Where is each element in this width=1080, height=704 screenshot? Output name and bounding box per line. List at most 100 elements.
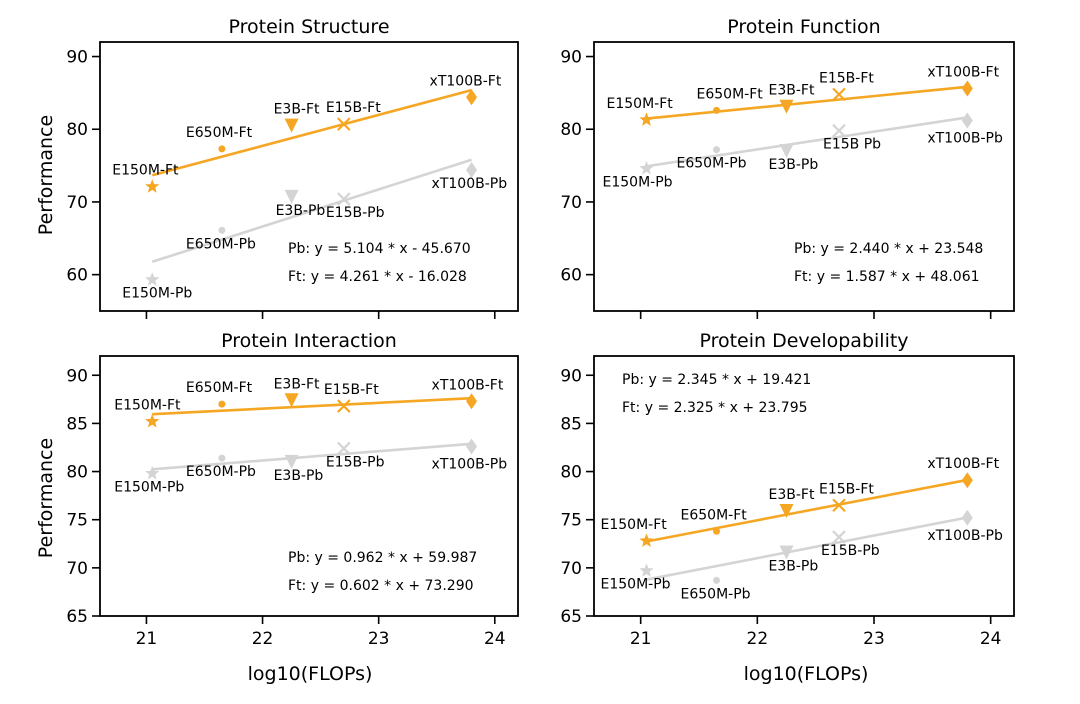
data-point-pb bbox=[713, 576, 720, 584]
chart-panel-4: Protein Developability 65 70 75 80 85 90 21 22 23… bbox=[560, 330, 1015, 649]
point-label: E150M-Ft bbox=[114, 397, 181, 413]
data-point-pb bbox=[218, 454, 226, 462]
fit-line-pb bbox=[152, 442, 472, 471]
panels: Protein Structure 60 70 80 90 E150M-Ft E650M-F… bbox=[66, 16, 1015, 649]
point-label: E15B-Pb bbox=[821, 543, 880, 559]
chart-title: Protein Developability bbox=[699, 330, 908, 352]
x-tick-label: 24 bbox=[980, 629, 1002, 649]
fit-equation-ft: Ft: y = 2.325 * x + 23.795 bbox=[622, 400, 808, 416]
point-label: E3B-Ft bbox=[274, 102, 320, 118]
point-label: E15B-Pb bbox=[326, 205, 385, 221]
data-point-pb bbox=[145, 272, 160, 286]
data-point-pb bbox=[466, 161, 478, 178]
data-point-ft bbox=[961, 472, 973, 489]
plot-frame bbox=[593, 41, 1015, 312]
point-label: xT100B-Pb bbox=[927, 131, 1003, 147]
y-tick-label: 90 bbox=[66, 366, 88, 386]
data-point-ft bbox=[832, 87, 846, 102]
data-point-ft bbox=[713, 106, 720, 114]
fit-equation-pb: Pb: y = 2.440 * x + 23.548 bbox=[794, 241, 983, 257]
data-point-pb bbox=[639, 161, 654, 175]
data-point-pb bbox=[779, 144, 794, 159]
fit-equation-ft: Ft: y = 4.261 * x - 16.028 bbox=[288, 269, 467, 285]
chart-panel-2: Protein Function 60 70 80 90 E150M-Ft E650M-Ft… bbox=[560, 16, 1015, 319]
point-label: E150M-Pb bbox=[603, 175, 673, 191]
data-point-ft bbox=[779, 504, 794, 519]
point-label: E3B-Pb bbox=[769, 157, 819, 173]
y-tick-label: 65 bbox=[560, 607, 582, 627]
point-label: E15B Pb bbox=[823, 137, 881, 153]
x-tick-label: 23 bbox=[863, 629, 885, 649]
y-tick-label: 80 bbox=[66, 120, 88, 140]
point-label: E150M-Ft bbox=[607, 96, 674, 112]
point-label: E150M-Ft bbox=[601, 517, 668, 533]
point-label: E150M-Ft bbox=[112, 163, 179, 179]
y-tick-label: 70 bbox=[560, 193, 582, 213]
chart-title: Protein Structure bbox=[228, 16, 389, 38]
point-label: xT100B-Ft bbox=[432, 377, 504, 393]
point-label: E15B-Ft bbox=[326, 100, 381, 116]
x-tick-label: 22 bbox=[252, 629, 274, 649]
fit-equation-pb: Pb: y = 5.104 * x - 45.670 bbox=[288, 241, 471, 257]
data-point-ft bbox=[218, 400, 226, 408]
data-point-ft bbox=[779, 99, 794, 114]
point-label: E650M-Ft bbox=[697, 86, 764, 102]
point-label: E150M-Pb bbox=[122, 286, 192, 302]
data-point-pb bbox=[145, 465, 160, 480]
data-point-ft bbox=[466, 89, 478, 106]
point-label: E3B-Pb bbox=[274, 468, 324, 484]
point-label: E650M-Ft bbox=[186, 380, 253, 396]
fit-equation-pb: Pb: y = 0.962 * x + 59.987 bbox=[288, 550, 477, 566]
y-tick-label: 90 bbox=[66, 48, 88, 68]
y-tick-label: 70 bbox=[560, 559, 582, 579]
fit-line-pb bbox=[646, 516, 968, 581]
point-label: E3B-Ft bbox=[769, 83, 815, 99]
data-point-ft bbox=[713, 527, 720, 535]
y-tick-label: 80 bbox=[66, 463, 88, 483]
data-point-pb bbox=[961, 509, 973, 526]
fit-line-pb bbox=[646, 116, 968, 168]
point-label: E3B-Ft bbox=[769, 487, 815, 503]
fit-equation-ft: Ft: y = 0.602 * x + 73.290 bbox=[288, 578, 474, 594]
y-tick-label: 85 bbox=[66, 414, 88, 434]
y-tick-label: 85 bbox=[560, 414, 582, 434]
fit-line-ft bbox=[646, 85, 968, 120]
y-tick-label: 60 bbox=[560, 266, 582, 286]
point-label: xT100B-Pb bbox=[927, 528, 1003, 544]
data-point-pb bbox=[284, 189, 299, 204]
data-point-pb bbox=[832, 123, 846, 138]
point-label: E15B-Ft bbox=[819, 70, 874, 86]
data-point-ft bbox=[639, 533, 654, 547]
fit-equation-ft: Ft: y = 1.587 * x + 48.061 bbox=[794, 269, 980, 285]
point-label: E3B-Pb bbox=[276, 203, 326, 219]
point-label: xT100B-Ft bbox=[927, 456, 999, 472]
point-label: E15B-Ft bbox=[819, 481, 874, 497]
data-point-pb bbox=[218, 226, 226, 234]
data-point-ft bbox=[639, 112, 654, 126]
data-point-ft bbox=[832, 498, 846, 513]
y-tick-label: 75 bbox=[66, 511, 88, 531]
data-point-ft bbox=[284, 118, 299, 133]
data-point-pb bbox=[639, 563, 654, 577]
point-label: E150M-Pb bbox=[601, 577, 671, 593]
y-tick-label: 80 bbox=[560, 120, 582, 140]
point-label: E15B-Pb bbox=[326, 454, 385, 470]
point-label: xT100B-Ft bbox=[430, 73, 502, 89]
y-tick-label: 70 bbox=[66, 559, 88, 579]
x-tick-label: 21 bbox=[630, 629, 652, 649]
point-label: E3B-Ft bbox=[274, 376, 320, 392]
data-point-ft bbox=[961, 80, 973, 97]
point-label: E150M-Pb bbox=[114, 479, 184, 495]
data-point-ft bbox=[466, 393, 478, 410]
plot-frame bbox=[99, 355, 519, 617]
point-label: E15B-Ft bbox=[324, 382, 379, 398]
point-label: E3B-Pb bbox=[769, 558, 819, 574]
data-point-pb bbox=[961, 112, 973, 129]
fit-line-ft bbox=[152, 396, 472, 416]
plot-frame bbox=[99, 41, 519, 312]
y-axis-label-top: Performance bbox=[35, 115, 57, 235]
y-tick-label: 60 bbox=[66, 266, 88, 286]
point-label: E650M-Pb bbox=[681, 586, 751, 602]
data-point-ft bbox=[337, 117, 351, 131]
